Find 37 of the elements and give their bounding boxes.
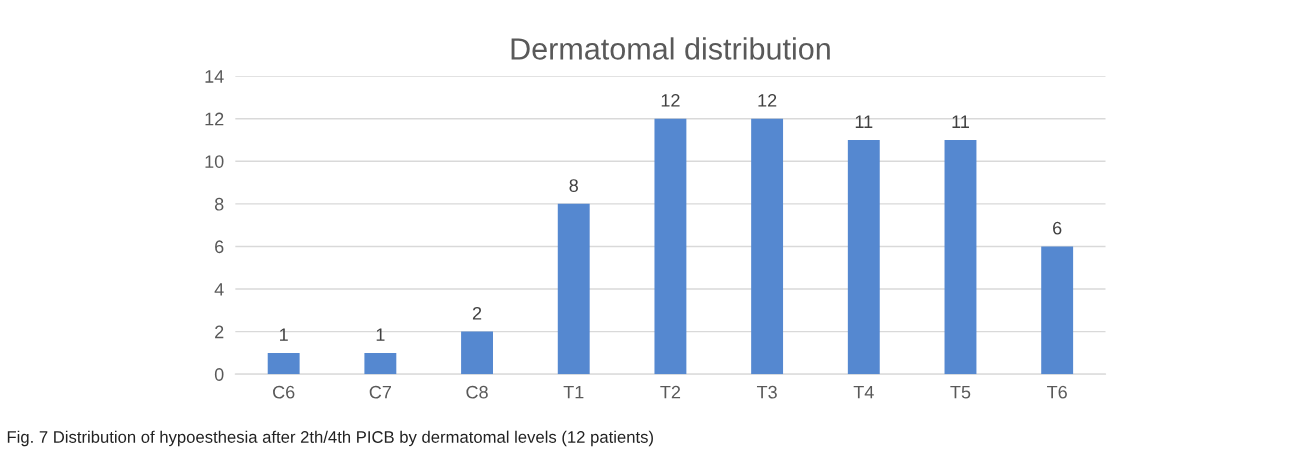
y-tick-label: 4 bbox=[214, 283, 224, 296]
x-tick-label: C8 bbox=[466, 385, 488, 399]
data-label: 12 bbox=[758, 94, 777, 107]
data-label: 6 bbox=[1053, 221, 1062, 235]
data-label: 11 bbox=[952, 115, 969, 128]
data-label: 11 bbox=[855, 115, 873, 128]
y-tick-label: 0 bbox=[214, 368, 224, 381]
bar bbox=[557, 203, 590, 375]
x-tick-label: T5 bbox=[950, 385, 971, 399]
chart-title: Dermatomal distribution bbox=[511, 37, 830, 60]
x-tick-label: T4 bbox=[853, 385, 874, 399]
bar bbox=[944, 139, 977, 375]
x-tick-label: C6 bbox=[273, 385, 295, 399]
data-label: 2 bbox=[472, 306, 482, 320]
x-tick-label: T3 bbox=[756, 385, 777, 399]
x-tick-label: C7 bbox=[369, 385, 391, 399]
x-tick-label: T2 bbox=[660, 385, 681, 399]
bar bbox=[267, 352, 300, 375]
data-label: 1 bbox=[376, 328, 385, 341]
bar bbox=[364, 352, 397, 375]
y-tick-label: 2 bbox=[215, 325, 224, 339]
bar bbox=[654, 118, 687, 375]
caption: Fig. 7 Distribution of hypoesthesia after 2th/4th PICB by dermatomal levels (12 patients) bbox=[7, 430, 653, 447]
bar bbox=[1041, 246, 1074, 375]
bar bbox=[751, 118, 784, 375]
x-tick-label: T6 bbox=[1047, 385, 1067, 399]
x-tick-label: T1 bbox=[563, 385, 584, 399]
bar bbox=[847, 139, 880, 375]
y-tick-label: 8 bbox=[214, 197, 224, 211]
data-label: 12 bbox=[661, 94, 680, 107]
y-tick-label: 10 bbox=[205, 155, 224, 168]
bar bbox=[461, 331, 493, 375]
data-label: 8 bbox=[569, 179, 578, 192]
y-tick-label: 14 bbox=[205, 70, 224, 83]
data-label: 1 bbox=[280, 328, 288, 341]
y-tick-label: 6 bbox=[215, 240, 224, 254]
y-tick-label: 12 bbox=[205, 112, 224, 126]
